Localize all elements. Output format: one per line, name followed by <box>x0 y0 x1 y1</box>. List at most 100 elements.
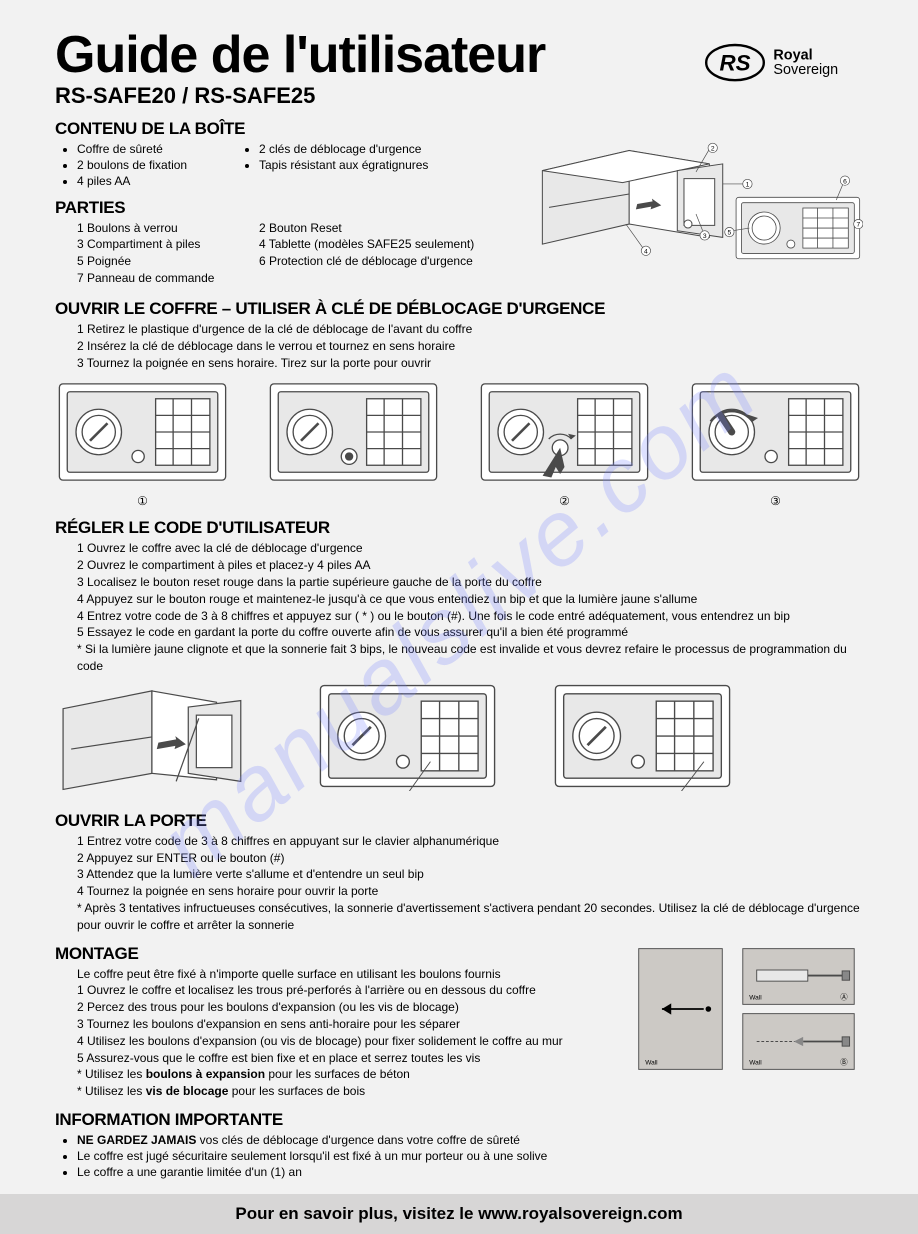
ouvrir-porte-title: OUVRIR LA PORTE <box>55 811 863 831</box>
section-parties-title: PARTIES <box>55 198 519 218</box>
step-item: 2 Appuyez sur ENTER ou le bouton (#) <box>77 850 863 867</box>
ouvrir-coffre-figures: ① <box>55 377 863 508</box>
step-item: 1 Ouvrez le coffre et localisez les trou… <box>77 982 623 999</box>
montage-intro: Le coffre peut être fixé à n'importe que… <box>77 966 623 983</box>
fig-label: ② <box>477 494 652 508</box>
panel-fig-4: ③ <box>688 377 863 508</box>
footer-url: www.royalsovereign.com <box>478 1204 682 1223</box>
step-item: 1 Retirez le plastique d'urgence de la c… <box>77 321 863 338</box>
svg-text:5: 5 <box>728 230 732 237</box>
svg-text:Wall: Wall <box>645 1059 658 1066</box>
info-item: Le coffre a une garantie limitée d'un (1… <box>77 1164 863 1180</box>
safe-3d-diagram: 2 1 3 4 5 6 7 <box>529 119 863 289</box>
step-item: 5 Assurez-vous que le coffre est bien fi… <box>77 1050 623 1067</box>
logo-royal-sovereign: RS Royal Sovereign <box>703 35 863 95</box>
regler-code-figures <box>55 681 863 801</box>
model-subtitle: RS-SAFE20 / RS-SAFE25 <box>55 83 703 109</box>
section-ouvrir-porte: OUVRIR LA PORTE 1 Entrez votre code de 3… <box>55 811 863 934</box>
svg-text:Wall: Wall <box>749 1059 762 1066</box>
logo-text1: Royal <box>773 47 812 63</box>
step-item: 4 Entrez votre code de 3 à 8 chiffres et… <box>77 608 863 625</box>
montage-note: * Utilisez les boulons à expansion pour … <box>77 1066 623 1083</box>
step-item: 3 Tournez la poignée en sens horaire. Ti… <box>77 355 863 372</box>
panel-fig-1: ① <box>55 377 230 508</box>
left-text-column: CONTENU DE LA BOÎTE Coffre de sûreté 2 b… <box>55 119 519 287</box>
step-item: 3 Tournez les boulons d'expansion en sen… <box>77 1016 623 1033</box>
step-item: 2 Insérez la clé de déblocage dans le ve… <box>77 338 863 355</box>
step-item: 4 Appuyez sur le bouton rouge et mainten… <box>77 591 863 608</box>
parties-item: 1 Boulons à verrou <box>77 220 237 237</box>
contenu-item: Coffre de sûreté <box>77 141 237 157</box>
step-item: 1 Entrez votre code de 3 à 8 chiffres en… <box>77 833 863 850</box>
step-item: 5 Essayez le code en gardant la porte du… <box>77 624 863 641</box>
montage-text: MONTAGE Le coffre peut être fixé à n'imp… <box>55 944 623 1100</box>
panel-fig-3: ② <box>477 377 652 508</box>
regler-code-title: RÉGLER LE CODE D'UTILISATEUR <box>55 518 863 538</box>
contenu-item: 2 clés de déblocage d'urgence <box>259 141 519 157</box>
step-item: 2 Percez des trous pour les boulons d'ex… <box>77 999 623 1016</box>
contenu-item: 2 boulons de fixation <box>77 157 237 173</box>
page: manualslive.com Guide de l'utilisateur R… <box>0 0 918 1234</box>
contenu-columns: Coffre de sûreté 2 boulons de fixation 4… <box>55 139 519 190</box>
panel-fig-2 <box>266 377 441 508</box>
section-info: INFORMATION IMPORTANTE NE GARDEZ JAMAIS … <box>55 1110 863 1181</box>
contenu-col1: Coffre de sûreté 2 boulons de fixation 4… <box>77 141 237 190</box>
info-item: Le coffre est jugé sécuritaire seulement… <box>77 1148 863 1164</box>
svg-text:6: 6 <box>843 178 847 185</box>
step-item: 1 Ouvrez le coffre avec la clé de débloc… <box>77 540 863 557</box>
info-list: NE GARDEZ JAMAIS vos clés de déblocage d… <box>77 1132 863 1181</box>
parties-item: 2 Bouton Reset <box>259 220 519 237</box>
section-montage: MONTAGE Le coffre peut être fixé à n'imp… <box>55 944 863 1100</box>
regler-code-steps: 1 Ouvrez le coffre avec la clé de débloc… <box>77 540 863 674</box>
parties-item: 5 Poignée <box>77 253 237 270</box>
svg-text:7: 7 <box>856 222 860 229</box>
contenu-item: Tapis résistant aux égratignures <box>259 157 519 173</box>
title-block: Guide de l'utilisateur RS-SAFE20 / RS-SA… <box>55 25 703 109</box>
logo-initials: RS <box>719 51 750 76</box>
info-title: INFORMATION IMPORTANTE <box>55 1110 863 1130</box>
top-row: CONTENU DE LA BOÎTE Coffre de sûreté 2 b… <box>55 119 863 289</box>
montage-fig-wall: Wall <box>633 944 728 1074</box>
parties-col2: 2 Bouton Reset 4 Tablette (modèles SAFE2… <box>259 220 519 287</box>
section-regler-code: RÉGLER LE CODE D'UTILISATEUR 1 Ouvrez le… <box>55 518 863 800</box>
ouvrir-coffre-title: OUVRIR LE COFFRE – UTILISER À CLÉ DE DÉB… <box>55 299 863 319</box>
regler-fig-open-safe <box>55 681 265 801</box>
fig-label: ① <box>55 494 230 508</box>
step-item: 4 Utilisez les boulons d'expansion (ou v… <box>77 1033 623 1050</box>
parties-item: 6 Protection clé de déblocage d'urgence <box>259 253 519 270</box>
svg-text:Ⓐ: Ⓐ <box>840 992 848 1001</box>
regler-fig-panel-1 <box>315 681 500 801</box>
svg-text:4: 4 <box>644 248 648 255</box>
montage-figures: Wall Ⓐ Wall Ⓑ Wall <box>633 944 863 1100</box>
parties-item: 3 Compartiment à piles <box>77 236 237 253</box>
section-ouvrir-coffre: OUVRIR LE COFFRE – UTILISER À CLÉ DE DÉB… <box>55 299 863 508</box>
montage-title: MONTAGE <box>55 944 623 964</box>
section-contenu-title: CONTENU DE LA BOÎTE <box>55 119 519 139</box>
svg-text:2: 2 <box>711 146 715 153</box>
step-item: * Si la lumière jaune clignote et que la… <box>77 641 863 675</box>
parties-columns: 1 Boulons à verrou 3 Compartiment à pile… <box>55 218 519 287</box>
fig-label: ③ <box>688 494 863 508</box>
parties-item: 7 Panneau de commande <box>77 270 237 287</box>
regler-fig-panel-2 <box>550 681 735 801</box>
footer-bar: Pour en savoir plus, visitez le www.roya… <box>0 1194 918 1234</box>
step-item: 3 Attendez que la lumière verte s'allume… <box>77 866 863 883</box>
parties-col1: 1 Boulons à verrou 3 Compartiment à pile… <box>77 220 237 287</box>
svg-text:Wall: Wall <box>749 994 762 1001</box>
page-title: Guide de l'utilisateur <box>55 25 703 85</box>
montage-steps: Le coffre peut être fixé à n'importe que… <box>77 966 623 1100</box>
header: Guide de l'utilisateur RS-SAFE20 / RS-SA… <box>55 25 863 109</box>
parties-item: 4 Tablette (modèles SAFE25 seulement) <box>259 236 519 253</box>
contenu-col2: 2 clés de déblocage d'urgence Tapis rési… <box>259 141 519 190</box>
step-item: * Après 3 tentatives infructueuses consé… <box>77 900 863 934</box>
ouvrir-porte-steps: 1 Entrez votre code de 3 à 8 chiffres en… <box>77 833 863 934</box>
svg-text:1: 1 <box>746 182 750 189</box>
contenu-item: 4 piles AA <box>77 173 237 189</box>
step-item: 3 Localisez le bouton reset rouge dans l… <box>77 574 863 591</box>
footer-prefix: Pour en savoir plus, visitez le <box>235 1204 478 1223</box>
info-item: NE GARDEZ JAMAIS vos clés de déblocage d… <box>77 1132 863 1148</box>
logo-text2: Sovereign <box>773 62 838 78</box>
svg-text:Ⓑ: Ⓑ <box>840 1057 848 1066</box>
svg-text:3: 3 <box>703 233 707 240</box>
step-item: 2 Ouvrez le compartiment à piles et plac… <box>77 557 863 574</box>
